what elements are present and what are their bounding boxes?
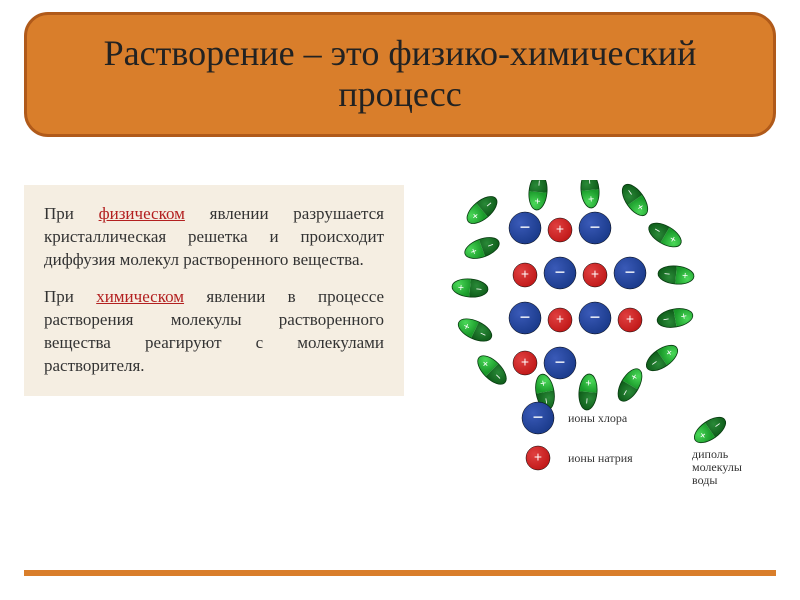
sodium-ion: + <box>526 446 550 470</box>
paragraph-chemical: При химическом явлении в процессе раство… <box>44 286 384 378</box>
sodium-ion: + <box>583 263 607 287</box>
water-dipole: +− <box>613 365 647 405</box>
svg-text:−: − <box>520 218 531 239</box>
dissolution-diagram: +−+−+−+−+−+−+−+−+−+−+−+−+−+−+−+−−−−−−−−−… <box>430 180 780 520</box>
svg-text:+: + <box>521 355 529 371</box>
svg-text:+: + <box>681 269 688 282</box>
svg-text:−: − <box>520 308 531 329</box>
svg-text:−: − <box>555 263 566 284</box>
sodium-ion: + <box>548 218 572 242</box>
page-title: Растворение – это физико-химический проц… <box>57 33 743 116</box>
water-dipole: +− <box>642 340 682 375</box>
legend-chloride: ионы хлора <box>568 411 628 425</box>
water-dipole: +− <box>617 180 652 220</box>
water-dipole: +− <box>657 264 694 285</box>
sodium-ion: + <box>513 351 537 375</box>
chloride-ion: − <box>522 402 554 434</box>
para2-emph: химическом <box>96 287 184 306</box>
svg-text:+: + <box>457 282 464 295</box>
svg-text:−: − <box>555 353 566 374</box>
svg-text:+: + <box>534 450 542 466</box>
svg-text:+: + <box>591 267 599 283</box>
water-dipole: +− <box>473 351 511 389</box>
svg-text:−: − <box>584 180 597 185</box>
legend-sodium: ионы натрия <box>568 451 633 465</box>
sodium-ion: + <box>618 308 642 332</box>
svg-text:+: + <box>556 312 564 328</box>
para1-emph: физическом <box>99 204 185 223</box>
water-dipole: +− <box>462 233 502 262</box>
chloride-ion: − <box>579 212 611 244</box>
sodium-ion: + <box>513 263 537 287</box>
svg-text:−: − <box>625 263 636 284</box>
chloride-ion: − <box>509 212 541 244</box>
sodium-ion: + <box>548 308 572 332</box>
water-dipole: +− <box>455 314 495 346</box>
para1-pre: При <box>44 204 99 223</box>
svg-text:+: + <box>582 379 595 386</box>
chloride-ion: − <box>544 257 576 289</box>
svg-text:+: + <box>626 312 634 328</box>
svg-text:+: + <box>586 195 599 202</box>
svg-text:+: + <box>532 197 545 204</box>
footer-accent-line <box>24 570 776 576</box>
svg-text:−: − <box>534 180 547 187</box>
svg-text:−: − <box>533 408 544 429</box>
water-dipole: +− <box>690 412 730 447</box>
water-dipole: +− <box>645 218 685 252</box>
legend-dipole: дипольмолекулыводы <box>692 447 742 487</box>
svg-text:−: − <box>663 267 670 280</box>
water-dipole: +− <box>656 306 695 330</box>
chloride-ion: − <box>579 302 611 334</box>
svg-text:−: − <box>580 397 593 404</box>
chloride-ion: − <box>509 302 541 334</box>
svg-text:−: − <box>590 308 601 329</box>
title-box: Растворение – это физико-химический проц… <box>24 12 776 137</box>
svg-text:+: + <box>521 267 529 283</box>
water-dipole: +− <box>577 373 598 410</box>
svg-text:−: − <box>590 218 601 239</box>
chloride-ion: − <box>544 347 576 379</box>
paragraph-physical: При физическом явлении разрушается крист… <box>44 203 384 272</box>
svg-text:−: − <box>475 284 482 297</box>
para2-pre: При <box>44 287 96 306</box>
water-dipole: +− <box>451 277 488 298</box>
water-dipole: +− <box>462 192 501 229</box>
water-dipole: +− <box>527 180 548 211</box>
svg-text:+: + <box>556 222 564 238</box>
water-dipole: +− <box>579 180 600 209</box>
body-text-box: При физическом явлении разрушается крист… <box>24 185 404 396</box>
chloride-ion: − <box>614 257 646 289</box>
